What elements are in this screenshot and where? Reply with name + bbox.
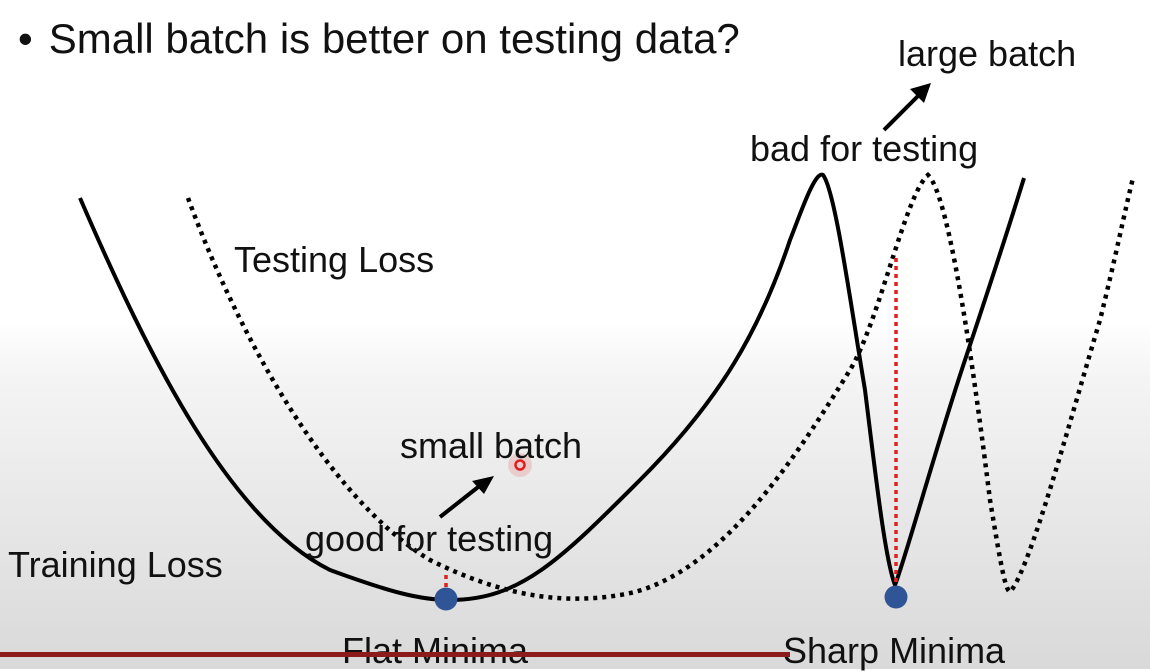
small-batch-label: small batch [400, 425, 583, 466]
training-loss-curve [78, 172, 1026, 603]
slide-title: • Small batch is better on testing data? [18, 18, 740, 60]
large-batch-label: large batch [898, 33, 1077, 74]
sharp-minima-point [884, 585, 908, 609]
testing-loss-label: Testing Loss [234, 239, 435, 280]
video-progress-bar[interactable] [0, 652, 790, 657]
training-loss-label: Training Loss [8, 544, 223, 585]
testing-loss-curve [185, 171, 1136, 601]
large-batch-arrow [882, 83, 931, 132]
bad-for-testing-label: bad for testing [750, 128, 979, 169]
slide-title-text: Small batch is better on testing data? [48, 15, 740, 62]
bullet-icon: • [18, 15, 33, 62]
sharp-minima-label: Sharp Minima [783, 630, 1006, 671]
cursor-icon [508, 453, 532, 477]
flat-minima-point [434, 587, 458, 611]
small-batch-arrow [438, 476, 494, 519]
flat-minima-label: Flat Minima [342, 630, 529, 671]
good-for-testing-label: good for testing [305, 518, 554, 559]
